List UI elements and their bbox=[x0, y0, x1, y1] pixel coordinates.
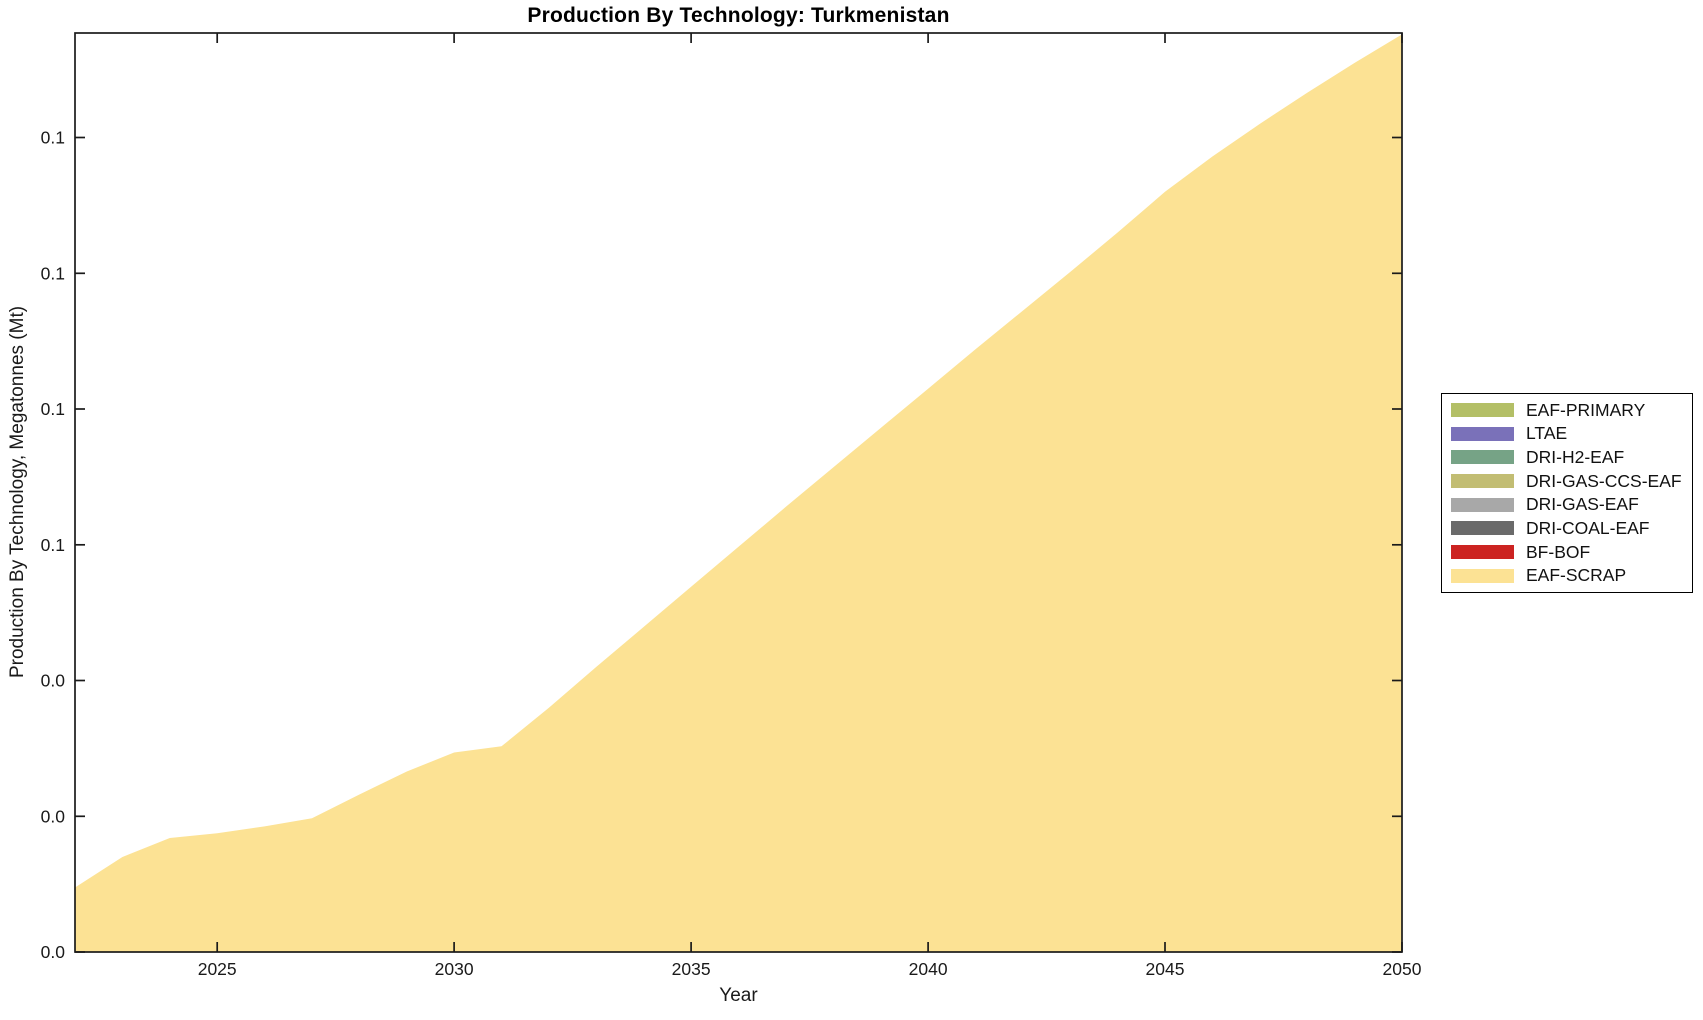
y-tick-label: 0.1 bbox=[41, 535, 65, 555]
area-series-eaf-scrap bbox=[75, 34, 1402, 952]
legend-item-dri-h2-eaf: DRI-H2-EAF bbox=[1451, 447, 1686, 468]
x-tick-label: 2040 bbox=[909, 959, 948, 979]
legend-swatch bbox=[1451, 403, 1514, 418]
legend-item-dri-gas-ccs-eaf: DRI-GAS-CCS-EAF bbox=[1451, 471, 1686, 492]
legend-label: DRI-GAS-EAF bbox=[1526, 494, 1639, 515]
legend-label: LTAE bbox=[1526, 423, 1568, 444]
y-tick-label: 0.1 bbox=[41, 263, 65, 283]
legend-item-dri-coal-eaf: DRI-COAL-EAF bbox=[1451, 518, 1686, 539]
legend-item-bf-bof: BF-BOF bbox=[1451, 542, 1686, 563]
x-tick-label: 2030 bbox=[435, 959, 474, 979]
legend-label: DRI-COAL-EAF bbox=[1526, 517, 1650, 538]
legend-label: EAF-SCRAP bbox=[1526, 565, 1627, 586]
legend-swatch bbox=[1451, 568, 1514, 583]
x-axis-label: Year bbox=[719, 985, 758, 1006]
legend-swatch bbox=[1451, 426, 1514, 441]
legend-item-ltae: LTAE bbox=[1451, 423, 1686, 444]
legend-swatch bbox=[1451, 450, 1514, 465]
legend-swatch bbox=[1451, 545, 1514, 560]
legend-item-dri-gas-eaf: DRI-GAS-EAF bbox=[1451, 494, 1686, 515]
y-tick-label: 0.1 bbox=[41, 399, 65, 419]
legend-swatch bbox=[1451, 521, 1514, 536]
x-tick-label: 2035 bbox=[672, 959, 711, 979]
y-tick-label: 0.0 bbox=[41, 806, 66, 826]
x-tick-label: 2050 bbox=[1383, 959, 1422, 979]
y-tick-label: 0.1 bbox=[41, 128, 65, 148]
legend-swatch bbox=[1451, 497, 1514, 512]
legend-label: DRI-GAS-CCS-EAF bbox=[1526, 470, 1682, 491]
x-tick-label: 2025 bbox=[198, 959, 237, 979]
legend-swatch bbox=[1451, 474, 1514, 489]
legend-item-eaf-scrap: EAF-SCRAP bbox=[1451, 565, 1686, 586]
y-tick-label: 0.0 bbox=[41, 942, 66, 962]
legend-label: EAF-PRIMARY bbox=[1526, 399, 1646, 420]
y-axis-label: Production By Technology, Megatonnes (Mt… bbox=[7, 305, 28, 679]
legend-item-eaf-primary: EAF-PRIMARY bbox=[1451, 400, 1686, 421]
y-tick-label: 0.0 bbox=[41, 671, 66, 691]
axes-box bbox=[74, 32, 1403, 953]
x-tick-label: 2045 bbox=[1146, 959, 1185, 979]
legend: EAF-PRIMARY LTAE DRI-H2-EAF DRI-GAS-CCS-EAF… bbox=[1441, 393, 1693, 593]
chart-title: Production By Technology: Turkmenistan bbox=[527, 4, 950, 27]
legend-label: BF-BOF bbox=[1526, 541, 1591, 562]
legend-label: DRI-H2-EAF bbox=[1526, 446, 1625, 467]
